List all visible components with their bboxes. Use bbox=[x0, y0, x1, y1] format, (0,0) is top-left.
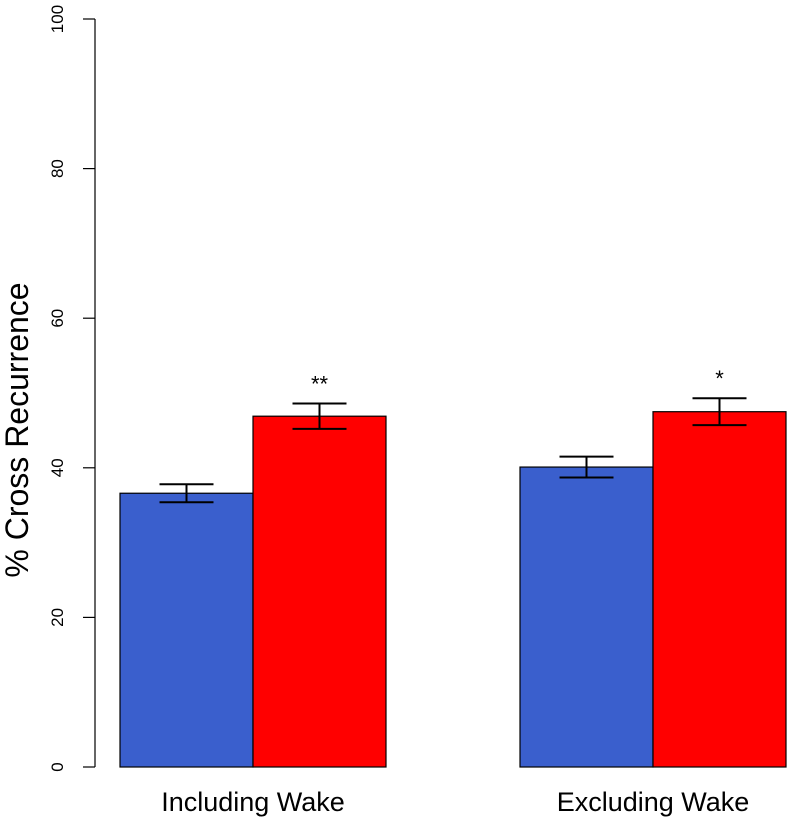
y-tick-label-100: 100 bbox=[48, 5, 67, 33]
category-label-0: Including Wake bbox=[161, 787, 345, 817]
significance-label-0: ** bbox=[311, 371, 329, 396]
bars bbox=[119, 411, 787, 768]
y-axis-title: % Cross Recurrence bbox=[0, 282, 35, 577]
y-tick-label-0: 0 bbox=[48, 762, 67, 771]
y-axis: 0 20 40 60 80 100 bbox=[48, 5, 96, 772]
y-tick-label-40: 40 bbox=[48, 458, 67, 477]
bar-1-0 bbox=[519, 466, 654, 768]
bar-0-1 bbox=[252, 415, 387, 768]
y-tick-label-20: 20 bbox=[48, 608, 67, 627]
significance-label-1: * bbox=[715, 366, 724, 391]
category-labels: Including Wake Excluding Wake bbox=[161, 787, 749, 817]
significance-annotations: ** * bbox=[311, 366, 724, 396]
category-label-1: Excluding Wake bbox=[557, 787, 750, 817]
y-tick-label-80: 80 bbox=[48, 159, 67, 178]
error-bars bbox=[159, 397, 747, 504]
y-tick-label-60: 60 bbox=[48, 309, 67, 328]
bar-0-0 bbox=[119, 492, 254, 768]
bar-1-1 bbox=[652, 411, 787, 768]
